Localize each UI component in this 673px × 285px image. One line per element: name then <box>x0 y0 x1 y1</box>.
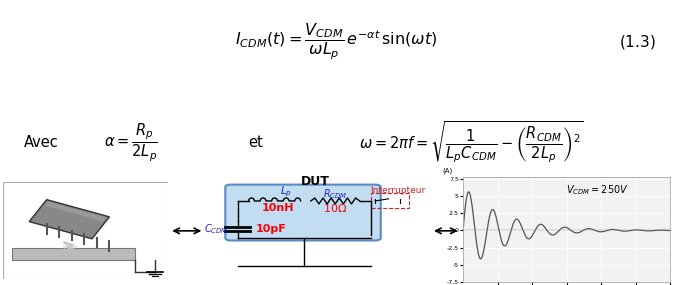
Text: $\omega = 2\pi f = \sqrt{\dfrac{1}{L_p C_{CDM}} - \left(\dfrac{R_{CDM}}{2L_p}\ri: $\omega = 2\pi f = \sqrt{\dfrac{1}{L_p C… <box>359 119 583 165</box>
Text: $L_p$: $L_p$ <box>281 184 292 199</box>
Text: 10pF: 10pF <box>256 224 286 234</box>
Text: $\alpha = \dfrac{R_p}{2L_p}$: $\alpha = \dfrac{R_p}{2L_p}$ <box>104 121 158 163</box>
Text: (A): (A) <box>442 167 452 174</box>
Text: et: et <box>248 135 263 150</box>
Text: Interrupteur: Interrupteur <box>369 186 425 195</box>
Bar <box>3 182 168 279</box>
Polygon shape <box>44 201 106 221</box>
Polygon shape <box>29 200 110 239</box>
Text: DUT: DUT <box>301 176 330 188</box>
Bar <box>11 248 135 260</box>
Text: $R_{CDM}$: $R_{CDM}$ <box>323 187 347 201</box>
Text: Avec: Avec <box>24 135 59 150</box>
Text: $V_{CDM} = 250V$: $V_{CDM} = 250V$ <box>567 184 629 197</box>
FancyBboxPatch shape <box>225 185 381 241</box>
Text: $(1.3)$: $(1.3)$ <box>619 33 656 51</box>
Text: $C_{CDM}$: $C_{CDM}$ <box>204 222 229 236</box>
Text: $10\Omega$: $10\Omega$ <box>323 202 347 214</box>
Text: $I_{CDM}(t) = \dfrac{V_{CDM}}{\omega L_p}\, e^{-\alpha t}\, \sin(\omega t)$: $I_{CDM}(t) = \dfrac{V_{CDM}}{\omega L_p… <box>236 22 437 62</box>
Text: 10nH: 10nH <box>261 203 293 213</box>
